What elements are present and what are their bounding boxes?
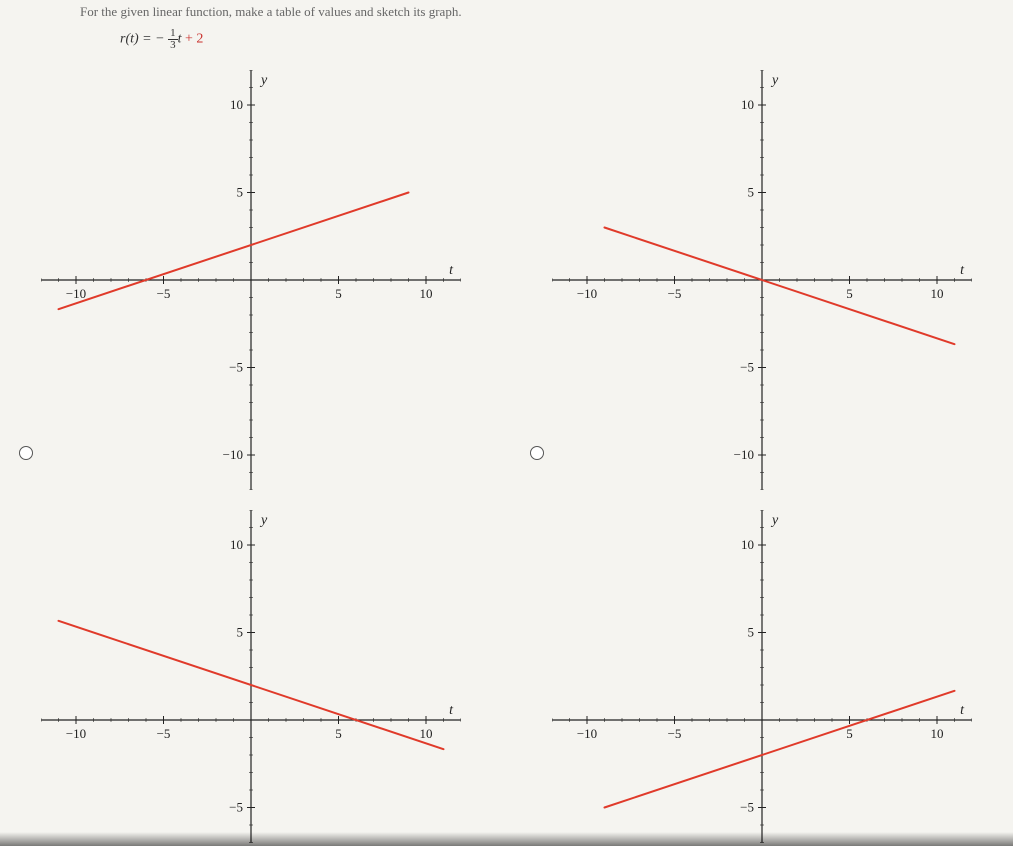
option-a[interactable]: −10−5510−10−5510ty bbox=[41, 70, 461, 490]
svg-text:−5: −5 bbox=[156, 286, 170, 301]
svg-text:5: 5 bbox=[847, 726, 854, 741]
chart-d: −10−5510−5510ty bbox=[552, 510, 972, 843]
svg-text:−5: −5 bbox=[668, 286, 682, 301]
chart-c: −10−5510−5510ty bbox=[41, 510, 461, 843]
svg-text:−10: −10 bbox=[577, 286, 597, 301]
function-definition: r(t) = − 1 3 t + 2 bbox=[120, 28, 203, 51]
svg-text:y: y bbox=[770, 73, 779, 88]
svg-text:−10: −10 bbox=[577, 726, 597, 741]
svg-text:10: 10 bbox=[741, 97, 754, 112]
svg-text:5: 5 bbox=[847, 286, 854, 301]
svg-text:y: y bbox=[770, 513, 779, 528]
svg-text:−10: −10 bbox=[734, 447, 754, 462]
svg-text:−5: −5 bbox=[229, 360, 243, 375]
svg-text:10: 10 bbox=[931, 726, 944, 741]
svg-text:−5: −5 bbox=[740, 360, 754, 375]
svg-text:10: 10 bbox=[230, 537, 243, 552]
function-fraction: 1 3 bbox=[168, 28, 178, 51]
svg-text:5: 5 bbox=[335, 286, 342, 301]
function-lhs: r(t) = − bbox=[120, 32, 168, 47]
svg-text:5: 5 bbox=[335, 726, 342, 741]
svg-text:10: 10 bbox=[419, 286, 432, 301]
svg-text:−10: −10 bbox=[66, 286, 86, 301]
svg-text:10: 10 bbox=[741, 537, 754, 552]
svg-text:5: 5 bbox=[748, 185, 755, 200]
svg-text:−10: −10 bbox=[222, 447, 242, 462]
svg-text:5: 5 bbox=[748, 625, 755, 640]
svg-text:10: 10 bbox=[419, 726, 432, 741]
svg-text:y: y bbox=[259, 73, 268, 88]
svg-text:5: 5 bbox=[236, 625, 243, 640]
svg-text:10: 10 bbox=[931, 286, 944, 301]
question-text: For the given linear function, make a ta… bbox=[80, 4, 462, 20]
svg-text:−5: −5 bbox=[740, 800, 754, 815]
option-c[interactable]: −10−5510−5510ty bbox=[41, 510, 461, 843]
radio-b[interactable] bbox=[530, 446, 544, 460]
function-constant: + 2 bbox=[185, 32, 203, 47]
svg-text:10: 10 bbox=[230, 97, 243, 112]
fraction-denominator: 3 bbox=[168, 40, 178, 51]
svg-text:5: 5 bbox=[236, 185, 243, 200]
radio-a[interactable] bbox=[19, 446, 33, 460]
svg-text:y: y bbox=[259, 513, 268, 528]
svg-text:−5: −5 bbox=[156, 726, 170, 741]
chart-b: −10−5510−10−5510ty bbox=[552, 70, 972, 490]
svg-text:−10: −10 bbox=[66, 726, 86, 741]
option-b[interactable]: −10−5510−10−5510ty bbox=[552, 70, 972, 490]
option-d[interactable]: −10−5510−5510ty bbox=[552, 510, 972, 843]
chart-a: −10−5510−10−5510ty bbox=[41, 70, 461, 490]
svg-text:−5: −5 bbox=[668, 726, 682, 741]
charts-grid: −10−5510−10−5510ty −10−5510−10−5510ty −1… bbox=[0, 70, 1013, 843]
function-var: t bbox=[178, 32, 185, 47]
footer-shadow bbox=[0, 832, 1013, 846]
svg-text:−5: −5 bbox=[229, 800, 243, 815]
